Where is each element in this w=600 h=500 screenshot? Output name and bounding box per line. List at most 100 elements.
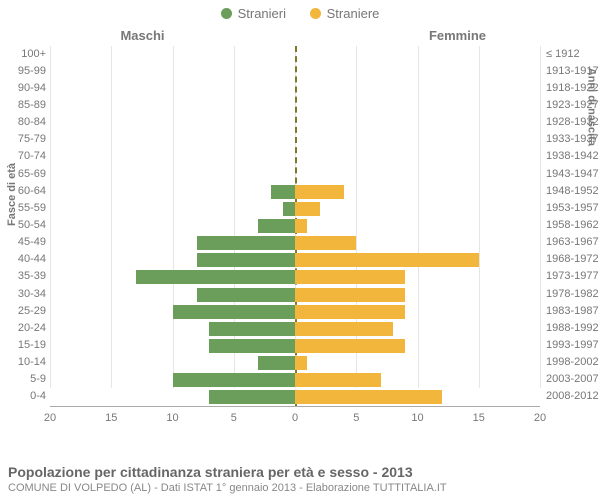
y-tick-birth: 1943-1947 — [546, 168, 600, 180]
y-tick-age: 95-99 — [2, 65, 46, 77]
bar-male — [173, 305, 296, 319]
y-tick-age: 90-94 — [2, 82, 46, 94]
y-tick-age: 55-59 — [2, 202, 46, 214]
gridline — [50, 46, 51, 388]
y-tick-age: 70-74 — [2, 150, 46, 162]
bar-male — [209, 339, 295, 353]
bar-male — [258, 356, 295, 370]
gridline — [479, 46, 480, 388]
y-tick-birth: 1953-1957 — [546, 202, 600, 214]
gridline — [356, 46, 357, 388]
x-tick-label: 15 — [473, 412, 485, 424]
y-tick-age: 65-69 — [2, 168, 46, 180]
y-tick-birth: 1993-1997 — [546, 339, 600, 351]
legend-dot-female — [310, 8, 321, 19]
y-tick-birth: 1933-1937 — [546, 133, 600, 145]
y-tick-birth: 1928-1932 — [546, 116, 600, 128]
bar-male — [197, 288, 295, 302]
bar-male — [258, 219, 295, 233]
bar-female — [295, 356, 307, 370]
bar-female — [295, 305, 405, 319]
y-tick-birth: 1988-1992 — [546, 322, 600, 334]
header-male: Maschi — [0, 28, 285, 43]
x-tick-label: 20 — [534, 412, 546, 424]
x-tick-label: 20 — [44, 412, 56, 424]
y-tick-birth: ≤ 1912 — [546, 48, 600, 60]
x-tick-label: 10 — [166, 412, 178, 424]
x-axis-line — [50, 406, 540, 407]
bar-male — [209, 322, 295, 336]
chart-plot — [50, 46, 540, 426]
y-tick-birth: 2008-2012 — [546, 390, 600, 402]
gridline — [234, 46, 235, 388]
y-tick-age: 85-89 — [2, 99, 46, 111]
legend-dot-male — [221, 8, 232, 19]
bar-female — [295, 236, 356, 250]
y-tick-birth: 1923-1927 — [546, 99, 600, 111]
y-tick-age: 10-14 — [2, 356, 46, 368]
x-tick-label: 10 — [411, 412, 423, 424]
y-tick-age: 25-29 — [2, 305, 46, 317]
gridline — [111, 46, 112, 388]
legend: Stranieri Straniere — [0, 6, 600, 21]
bar-female — [295, 288, 405, 302]
y-tick-birth: 1913-1917 — [546, 65, 600, 77]
bar-male — [197, 253, 295, 267]
y-tick-birth: 1983-1987 — [546, 305, 600, 317]
y-tick-age: 30-34 — [2, 288, 46, 300]
y-tick-birth: 2003-2007 — [546, 373, 600, 385]
y-tick-age: 60-64 — [2, 185, 46, 197]
y-tick-birth: 1973-1977 — [546, 270, 600, 282]
legend-label-male: Stranieri — [238, 6, 286, 21]
y-tick-birth: 1978-1982 — [546, 288, 600, 300]
gridline — [173, 46, 174, 388]
y-tick-age: 40-44 — [2, 253, 46, 265]
plot-area — [50, 46, 540, 406]
chart-footer: Popolazione per cittadinanza straniera p… — [8, 464, 592, 494]
bar-male — [209, 390, 295, 404]
y-tick-age: 5-9 — [2, 373, 46, 385]
bar-female — [295, 219, 307, 233]
y-tick-birth: 1948-1952 — [546, 185, 600, 197]
y-tick-age: 35-39 — [2, 270, 46, 282]
y-tick-birth: 1938-1942 — [546, 150, 600, 162]
bar-female — [295, 185, 344, 199]
legend-item-male: Stranieri — [221, 6, 286, 21]
chart-container: { "legend":{ "male":{"label":"Stranieri"… — [0, 0, 600, 500]
bar-female — [295, 339, 405, 353]
bar-female — [295, 322, 393, 336]
bar-male — [283, 202, 295, 216]
y-tick-age: 100+ — [2, 48, 46, 60]
y-tick-birth: 1968-1972 — [546, 253, 600, 265]
bar-female — [295, 253, 479, 267]
gridline — [540, 46, 541, 388]
gridline — [418, 46, 419, 388]
legend-label-female: Straniere — [327, 6, 380, 21]
x-tick-label: 15 — [105, 412, 117, 424]
legend-item-female: Straniere — [310, 6, 380, 21]
y-tick-birth: 1958-1962 — [546, 219, 600, 231]
bar-female — [295, 373, 381, 387]
y-tick-age: 0-4 — [2, 390, 46, 402]
y-tick-age: 75-79 — [2, 133, 46, 145]
y-tick-age: 15-19 — [2, 339, 46, 351]
y-tick-age: 80-84 — [2, 116, 46, 128]
bar-male — [197, 236, 295, 250]
x-tick-label: 5 — [231, 412, 237, 424]
bar-male — [136, 270, 295, 284]
y-tick-birth: 1998-2002 — [546, 356, 600, 368]
y-tick-birth: 1918-1922 — [546, 82, 600, 94]
y-tick-birth: 1963-1967 — [546, 236, 600, 248]
header-female: Femmine — [315, 28, 600, 43]
bar-female — [295, 270, 405, 284]
y-tick-age: 45-49 — [2, 236, 46, 248]
x-tick-label: 5 — [353, 412, 359, 424]
x-tick-label: 0 — [292, 412, 298, 424]
y-tick-age: 20-24 — [2, 322, 46, 334]
footer-subtitle: COMUNE DI VOLPEDO (AL) - Dati ISTAT 1° g… — [8, 482, 592, 494]
y-tick-age: 50-54 — [2, 219, 46, 231]
bar-male — [271, 185, 296, 199]
bar-female — [295, 202, 320, 216]
bar-female — [295, 390, 442, 404]
footer-title: Popolazione per cittadinanza straniera p… — [8, 464, 592, 480]
